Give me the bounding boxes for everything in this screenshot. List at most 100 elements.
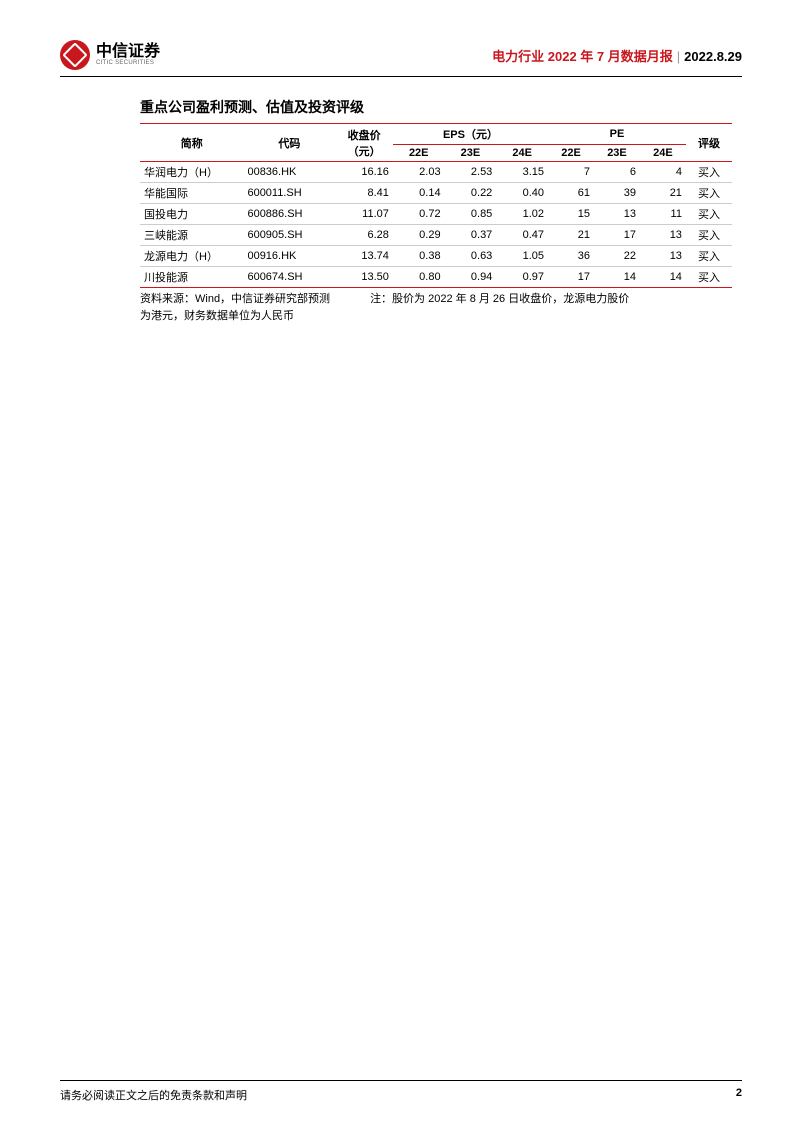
table-cell: 买入 [686, 204, 732, 225]
table-cell: 0.22 [445, 183, 497, 204]
page-footer: 请务必阅读正文之后的免责条款和声明 2 [60, 1080, 742, 1103]
th-pe-group: PE [548, 124, 686, 145]
table-cell: 14 [594, 267, 640, 288]
page-container: 中信证券 CITIC SECURITIES 电力行业 2022 年 7 月数据月… [0, 0, 802, 1133]
note-remark2: 为港元，财务数据单位为人民币 [140, 308, 732, 325]
table-cell: 17 [548, 267, 594, 288]
logo-text: 中信证券 CITIC SECURITIES [96, 44, 160, 66]
table-cell: 6.28 [335, 225, 392, 246]
table-cell: 11.07 [335, 204, 392, 225]
table-cell: 国投电力 [140, 204, 243, 225]
footer-disclaimer: 请务必阅读正文之后的免责条款和声明 [60, 1087, 247, 1103]
table-cell: 华润电力（H） [140, 162, 243, 183]
table-cell: 14 [640, 267, 686, 288]
section-title: 重点公司盈利预测、估值及投资评级 [140, 97, 732, 117]
table-cell: 0.47 [496, 225, 548, 246]
table-cell: 0.97 [496, 267, 548, 288]
table-cell: 13.74 [335, 246, 392, 267]
table-row: 国投电力600886.SH11.070.720.851.02151311买入 [140, 204, 732, 225]
table-cell: 8.41 [335, 183, 392, 204]
table-cell: 0.80 [393, 267, 445, 288]
table-cell: 61 [548, 183, 594, 204]
table-cell: 600905.SH [243, 225, 335, 246]
table-cell: 华能国际 [140, 183, 243, 204]
logo-inner-shape [62, 42, 87, 67]
table-cell: 13 [594, 204, 640, 225]
table-cell: 0.14 [393, 183, 445, 204]
table-cell: 21 [640, 183, 686, 204]
table-cell: 00836.HK [243, 162, 335, 183]
table-cell: 39 [594, 183, 640, 204]
table-cell: 0.63 [445, 246, 497, 267]
table-cell: 00916.HK [243, 246, 335, 267]
table-cell: 17 [594, 225, 640, 246]
table-cell: 龙源电力（H） [140, 246, 243, 267]
th-rating: 评级 [686, 124, 732, 162]
table-cell: 0.94 [445, 267, 497, 288]
table-cell: 600886.SH [243, 204, 335, 225]
table-cell: 1.02 [496, 204, 548, 225]
table-cell: 买入 [686, 162, 732, 183]
table-note: 资料来源：Wind，中信证券研究部预测 注：股价为 2022 年 8 月 26 … [140, 291, 732, 324]
table-cell: 1.05 [496, 246, 548, 267]
th-price: 收盘价（元） [335, 124, 392, 162]
table-cell: 买入 [686, 183, 732, 204]
th-pe-23e: 23E [594, 145, 640, 162]
table-cell: 11 [640, 204, 686, 225]
table-cell: 13 [640, 225, 686, 246]
table-cell: 0.38 [393, 246, 445, 267]
page-header: 中信证券 CITIC SECURITIES 电力行业 2022 年 7 月数据月… [60, 40, 742, 77]
table-cell: 600674.SH [243, 267, 335, 288]
table-cell: 三峡能源 [140, 225, 243, 246]
th-eps-22e: 22E [393, 145, 445, 162]
logo-en: CITIC SECURITIES [96, 60, 160, 66]
table-cell: 16.16 [335, 162, 392, 183]
page-number: 2 [736, 1087, 742, 1103]
table-cell: 4 [640, 162, 686, 183]
header-separator: | [677, 49, 680, 64]
header-right: 电力行业 2022 年 7 月数据月报 | 2022.8.29 [492, 46, 742, 65]
table-row: 华能国际600011.SH8.410.140.220.40613921买入 [140, 183, 732, 204]
table-cell: 13.50 [335, 267, 392, 288]
table-cell: 0.40 [496, 183, 548, 204]
table-row: 川投能源600674.SH13.500.800.940.97171414买入 [140, 267, 732, 288]
table-row: 华润电力（H）00836.HK16.162.032.533.15764买入 [140, 162, 732, 183]
table-cell: 21 [548, 225, 594, 246]
table-cell: 36 [548, 246, 594, 267]
th-eps-23e: 23E [445, 145, 497, 162]
table-cell: 川投能源 [140, 267, 243, 288]
report-title: 电力行业 2022 年 7 月数据月报 [492, 46, 673, 65]
table-cell: 7 [548, 162, 594, 183]
table-cell: 0.85 [445, 204, 497, 225]
forecast-table: 简称 代码 收盘价（元） EPS（元） PE 评级 22E 23E 24E 22… [140, 123, 732, 288]
th-eps-24e: 24E [496, 145, 548, 162]
table-cell: 0.37 [445, 225, 497, 246]
table-cell: 买入 [686, 246, 732, 267]
table-cell: 2.03 [393, 162, 445, 183]
note-remark1: 注：股价为 2022 年 8 月 26 日收盘价，龙源电力股价 [330, 291, 732, 308]
table-cell: 0.72 [393, 204, 445, 225]
th-eps-group: EPS（元） [393, 124, 548, 145]
table-cell: 买入 [686, 267, 732, 288]
th-pe-22e: 22E [548, 145, 594, 162]
logo-block: 中信证券 CITIC SECURITIES [60, 40, 160, 70]
note-source: 资料来源：Wind，中信证券研究部预测 [140, 291, 330, 308]
table-cell: 600011.SH [243, 183, 335, 204]
table-row: 三峡能源600905.SH6.280.290.370.47211713买入 [140, 225, 732, 246]
table-cell: 买入 [686, 225, 732, 246]
table-cell: 15 [548, 204, 594, 225]
table-cell: 3.15 [496, 162, 548, 183]
table-row: 龙源电力（H）00916.HK13.740.380.631.05362213买入 [140, 246, 732, 267]
logo-cn: 中信证券 [96, 44, 160, 60]
table-cell: 6 [594, 162, 640, 183]
report-date: 2022.8.29 [684, 49, 742, 64]
table-cell: 13 [640, 246, 686, 267]
th-pe-24e: 24E [640, 145, 686, 162]
table-cell: 22 [594, 246, 640, 267]
table-cell: 2.53 [445, 162, 497, 183]
table-cell: 0.29 [393, 225, 445, 246]
th-name: 简称 [140, 124, 243, 162]
th-code: 代码 [243, 124, 335, 162]
logo-icon [60, 40, 90, 70]
content-area: 重点公司盈利预测、估值及投资评级 简称 代码 收盘价（元） EPS（元） PE … [60, 97, 742, 324]
